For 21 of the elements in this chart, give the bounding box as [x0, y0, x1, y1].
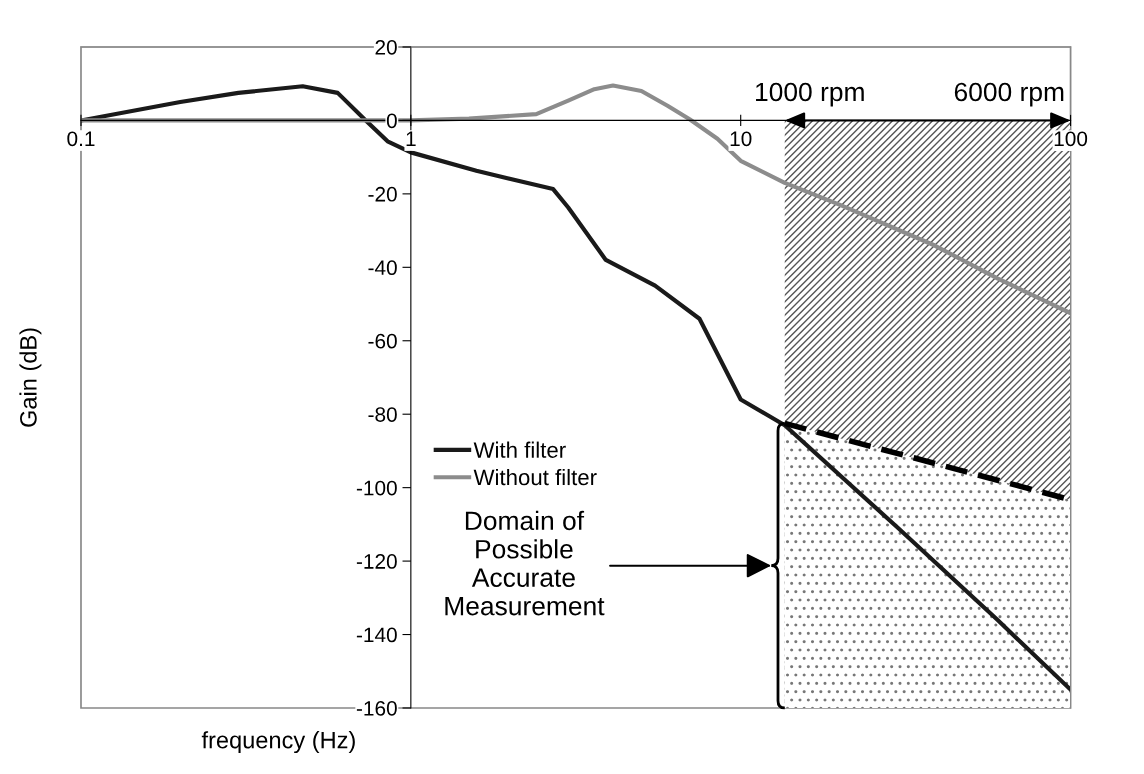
annotation: Domain of Possible Accurate Measurement — [445, 510, 605, 616]
y-tick-label: -160 — [356, 700, 397, 716]
x-tick-label: 100 — [1054, 131, 1088, 147]
y-tick-label: -20 — [368, 186, 397, 202]
x-tick-label: 10 — [730, 131, 752, 147]
y-tick-label: -40 — [368, 260, 397, 276]
legend-label: With filter — [473, 441, 566, 458]
y-tick-label: 0 — [386, 113, 397, 129]
annotation: 1000 rpm — [756, 82, 864, 107]
x-tick-label: 0.1 — [67, 131, 95, 147]
legend-label: Without filter — [473, 468, 597, 486]
y-axis-title: Gain (dB) — [19, 328, 42, 427]
annotation: 6000 rpm — [954, 82, 1064, 107]
y-tick-label: -100 — [356, 480, 397, 496]
y-tick-label: -120 — [356, 554, 397, 569]
y-tick-label: -60 — [368, 333, 397, 349]
x-tick-label: 1 — [406, 131, 416, 146]
y-tick-label: 20 — [375, 39, 397, 55]
y-tick-label: -140 — [356, 627, 397, 643]
y-tick-label: -80 — [368, 407, 397, 422]
x-axis-title: frequency (Hz) — [201, 731, 355, 754]
